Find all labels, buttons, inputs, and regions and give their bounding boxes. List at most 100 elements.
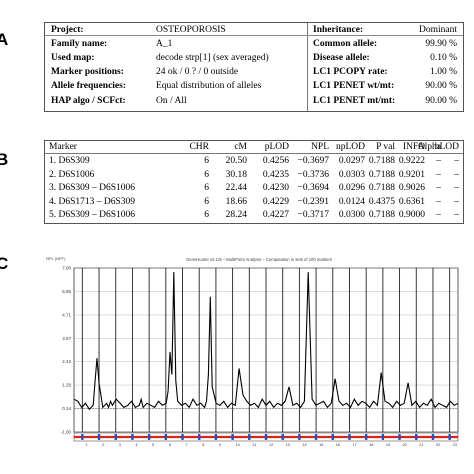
marker-band-label: 4 [135,443,137,447]
marker-band-label: 11 [252,443,256,447]
info-value: 90.00 % [425,96,457,106]
panel-label-c: C [0,254,9,273]
table-cell: – [436,183,441,193]
table-cell: – [436,156,441,166]
marker-band-label: 5 [152,443,154,447]
table-cell: 0.4230 [262,183,289,193]
marker-band-tick [231,434,234,440]
info-value: OSTEOPOROSIS [156,25,226,35]
column-header: npLOD [335,142,365,152]
table-cell: 0.7188 [368,183,395,193]
column-header: CHR [189,142,209,152]
info-key: Disease allele: [313,53,370,63]
marker-band-tick [181,434,184,440]
table-cell: – [454,183,459,193]
npl-series-line [73,272,459,411]
marker-band-label: 9 [219,443,221,447]
table-cell: 0.0300 [338,210,365,220]
table-cell: 0.4227 [262,210,289,220]
marker-band-label: 15 [319,443,323,447]
marker-band-label: 22 [436,443,440,447]
column-divider [307,23,308,111]
marker-band-tick [248,434,251,440]
y-tick-label: -1.00 [61,430,72,435]
table-cell: 18.66 [225,196,247,207]
info-value: Dominant [419,25,457,35]
column-header: P val [376,142,395,152]
marker-band-label: 10 [236,443,240,447]
y-tick-label: 1.29 [62,383,71,388]
marker-band-tick [348,434,351,440]
marker-band-tick [364,434,368,440]
info-key: Common allele: [313,39,378,49]
marker-band-tick [281,434,284,440]
chart-title: GeneHunter v2.1r5 – MultiPoint Analysis … [186,257,332,262]
marker-name-cell: 1. D6S309 [49,156,90,166]
marker-band-tick [415,434,418,440]
marker-band-tick [114,434,117,440]
info-value: 90.00 % [425,81,457,91]
table-cell: – [454,210,459,220]
table-cell: 0.7188 [368,169,395,180]
info-value: 1.00 % [430,67,457,77]
marker-band-label: 23 [453,443,457,447]
table-cell: 0.4235 [262,169,289,180]
info-row: Allele frequencies: Equal distribution o… [45,80,463,92]
marker-band-tick [264,434,268,440]
info-key: Marker positions: [51,67,124,77]
table-header [45,141,463,154]
table-cell: – [454,196,459,207]
table-cell: 0.9000 [398,210,425,220]
marker-band-tick [81,434,84,440]
table-cell: −0.3697 [297,156,329,166]
y-tick-label: 7.00 [62,266,71,271]
y-tick-label: 0.14 [62,406,71,411]
info-key: HAP algo / SCFct: [51,96,126,106]
table-cell: – [436,210,441,220]
column-header: INFO [402,142,425,152]
y-tick-label: 4.71 [62,312,71,317]
marker-band-tick [448,434,451,440]
info-key: LC1 PCOPY rate: [313,67,388,77]
marker-band-tick [198,434,201,440]
marker-results-table: Marker CHR cM pLOD NPL npLOD P val INFO Alpha hLO… [44,140,464,224]
y-tick-label: 5.86 [62,289,71,294]
table-cell: 0.4256 [262,156,289,166]
marker-band-label: 2 [102,443,104,447]
table-cell: 0.0124 [338,196,365,207]
marker-band-tick [214,434,218,440]
marker-band-label: 17 [352,443,356,447]
marker-band-tick [381,434,385,440]
panel-label-a: A [0,30,9,49]
npl-chart-panel: GeneHunter v2.1r5 – MultiPoint Analysis … [44,254,464,470]
table-cell: −0.3717 [297,210,329,220]
npl-chart: GeneHunter v2.1r5 – MultiPoint Analysis … [46,256,459,447]
project-info-panel: Project: OSTEOPOROSIS Inheritance: Domin… [44,22,464,112]
info-key: Inheritance: [313,25,364,35]
marker-band-tick [97,434,101,440]
info-row: HAP algo / SCFct: On / All LC1 PENET mt/… [45,95,463,107]
marker-band-label: 6 [169,443,171,447]
marker-band-tick [298,434,301,440]
info-key: Family name: [51,39,108,49]
table-cell: 0.0303 [338,169,365,180]
info-key: Project: [51,25,84,35]
table-cell: 0.0297 [338,156,365,166]
table-cell: 0.9222 [398,156,425,166]
info-row: Family name: A_1 Common allele: 99.90 % [45,38,463,50]
marker-band-label: 12 [269,443,273,447]
table-cell: 6 [204,196,209,207]
marker-band-tick [331,434,334,440]
info-value: Equal distribution of alleles [156,81,262,91]
y-tick-label: 3.57 [62,336,71,341]
table-cell: – [436,196,441,207]
table-cell: 6 [204,156,209,166]
info-row: Marker positions: 24 ok / 0 ? / 0 outsid… [45,66,463,78]
table-cell: – [454,156,459,166]
table-cell: 6 [204,210,209,220]
info-value: 0.10 % [430,53,457,63]
table-cell: 6 [204,169,209,180]
info-value: 24 ok / 0 ? / 0 outside [156,67,239,77]
info-key: LC1 PENET mt/mt: [313,96,396,106]
table-cell: −0.3736 [297,169,329,180]
